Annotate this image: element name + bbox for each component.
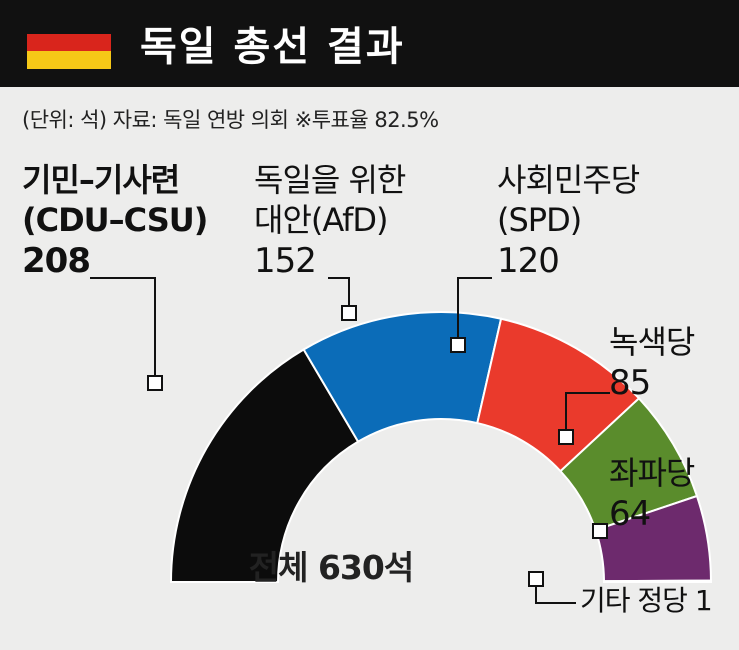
- label-afd: 독일을 위한 대안(AfD) 152: [254, 160, 406, 283]
- label-left-value: 64: [609, 494, 651, 534]
- chart-subtitle: (단위: 석) 자료: 독일 연방 의회 ※투표율 82.5%: [22, 108, 439, 132]
- label-afd-value: 152: [254, 241, 317, 281]
- label-others: 기타 정당 1: [580, 584, 713, 617]
- leader-line-0: [90, 277, 156, 383]
- header-bar: 독일 총선 결과: [0, 0, 739, 87]
- leader-line-3: [565, 392, 610, 437]
- leader-marker-4: [592, 523, 608, 539]
- label-afd-code: 대안(AfD): [254, 201, 389, 239]
- flag-stripe-gold: [27, 51, 111, 69]
- leader-marker-3: [558, 429, 574, 445]
- leader-line-2: [457, 277, 492, 345]
- label-greens-value: 85: [609, 363, 651, 403]
- label-greens: 녹색당 85: [609, 322, 695, 405]
- leader-marker-5: [528, 571, 544, 587]
- label-spd-value: 120: [497, 241, 560, 281]
- label-spd: 사회민주당 (SPD) 120: [497, 160, 640, 283]
- leader-line-1: [328, 277, 350, 313]
- total-seats-label: 전체 630석: [248, 548, 414, 587]
- slice-0: [169, 348, 360, 583]
- label-spd-name: 사회민주당: [497, 161, 640, 199]
- germany-flag-icon: [27, 16, 111, 69]
- slice-5: [602, 579, 713, 583]
- label-cdu-csu-value: 208: [22, 241, 91, 281]
- label-cdu-csu-code: (CDU–CSU): [22, 201, 208, 239]
- label-spd-code: (SPD): [497, 201, 582, 239]
- flag-stripe-black: [27, 16, 111, 34]
- leader-marker-0: [147, 375, 163, 391]
- label-greens-name: 녹색당: [609, 323, 695, 361]
- leader-marker-2: [450, 337, 466, 353]
- page-title: 독일 총선 결과: [140, 24, 405, 70]
- flag-stripe-red: [27, 33, 111, 52]
- label-cdu-csu-name: 기민–기사련: [22, 161, 180, 199]
- label-left-name: 좌파당: [609, 454, 695, 492]
- leader-marker-1: [341, 305, 357, 321]
- label-cdu-csu: 기민–기사련 (CDU–CSU) 208: [22, 160, 208, 283]
- label-left: 좌파당 64: [609, 453, 695, 536]
- label-afd-name: 독일을 위한: [254, 161, 406, 199]
